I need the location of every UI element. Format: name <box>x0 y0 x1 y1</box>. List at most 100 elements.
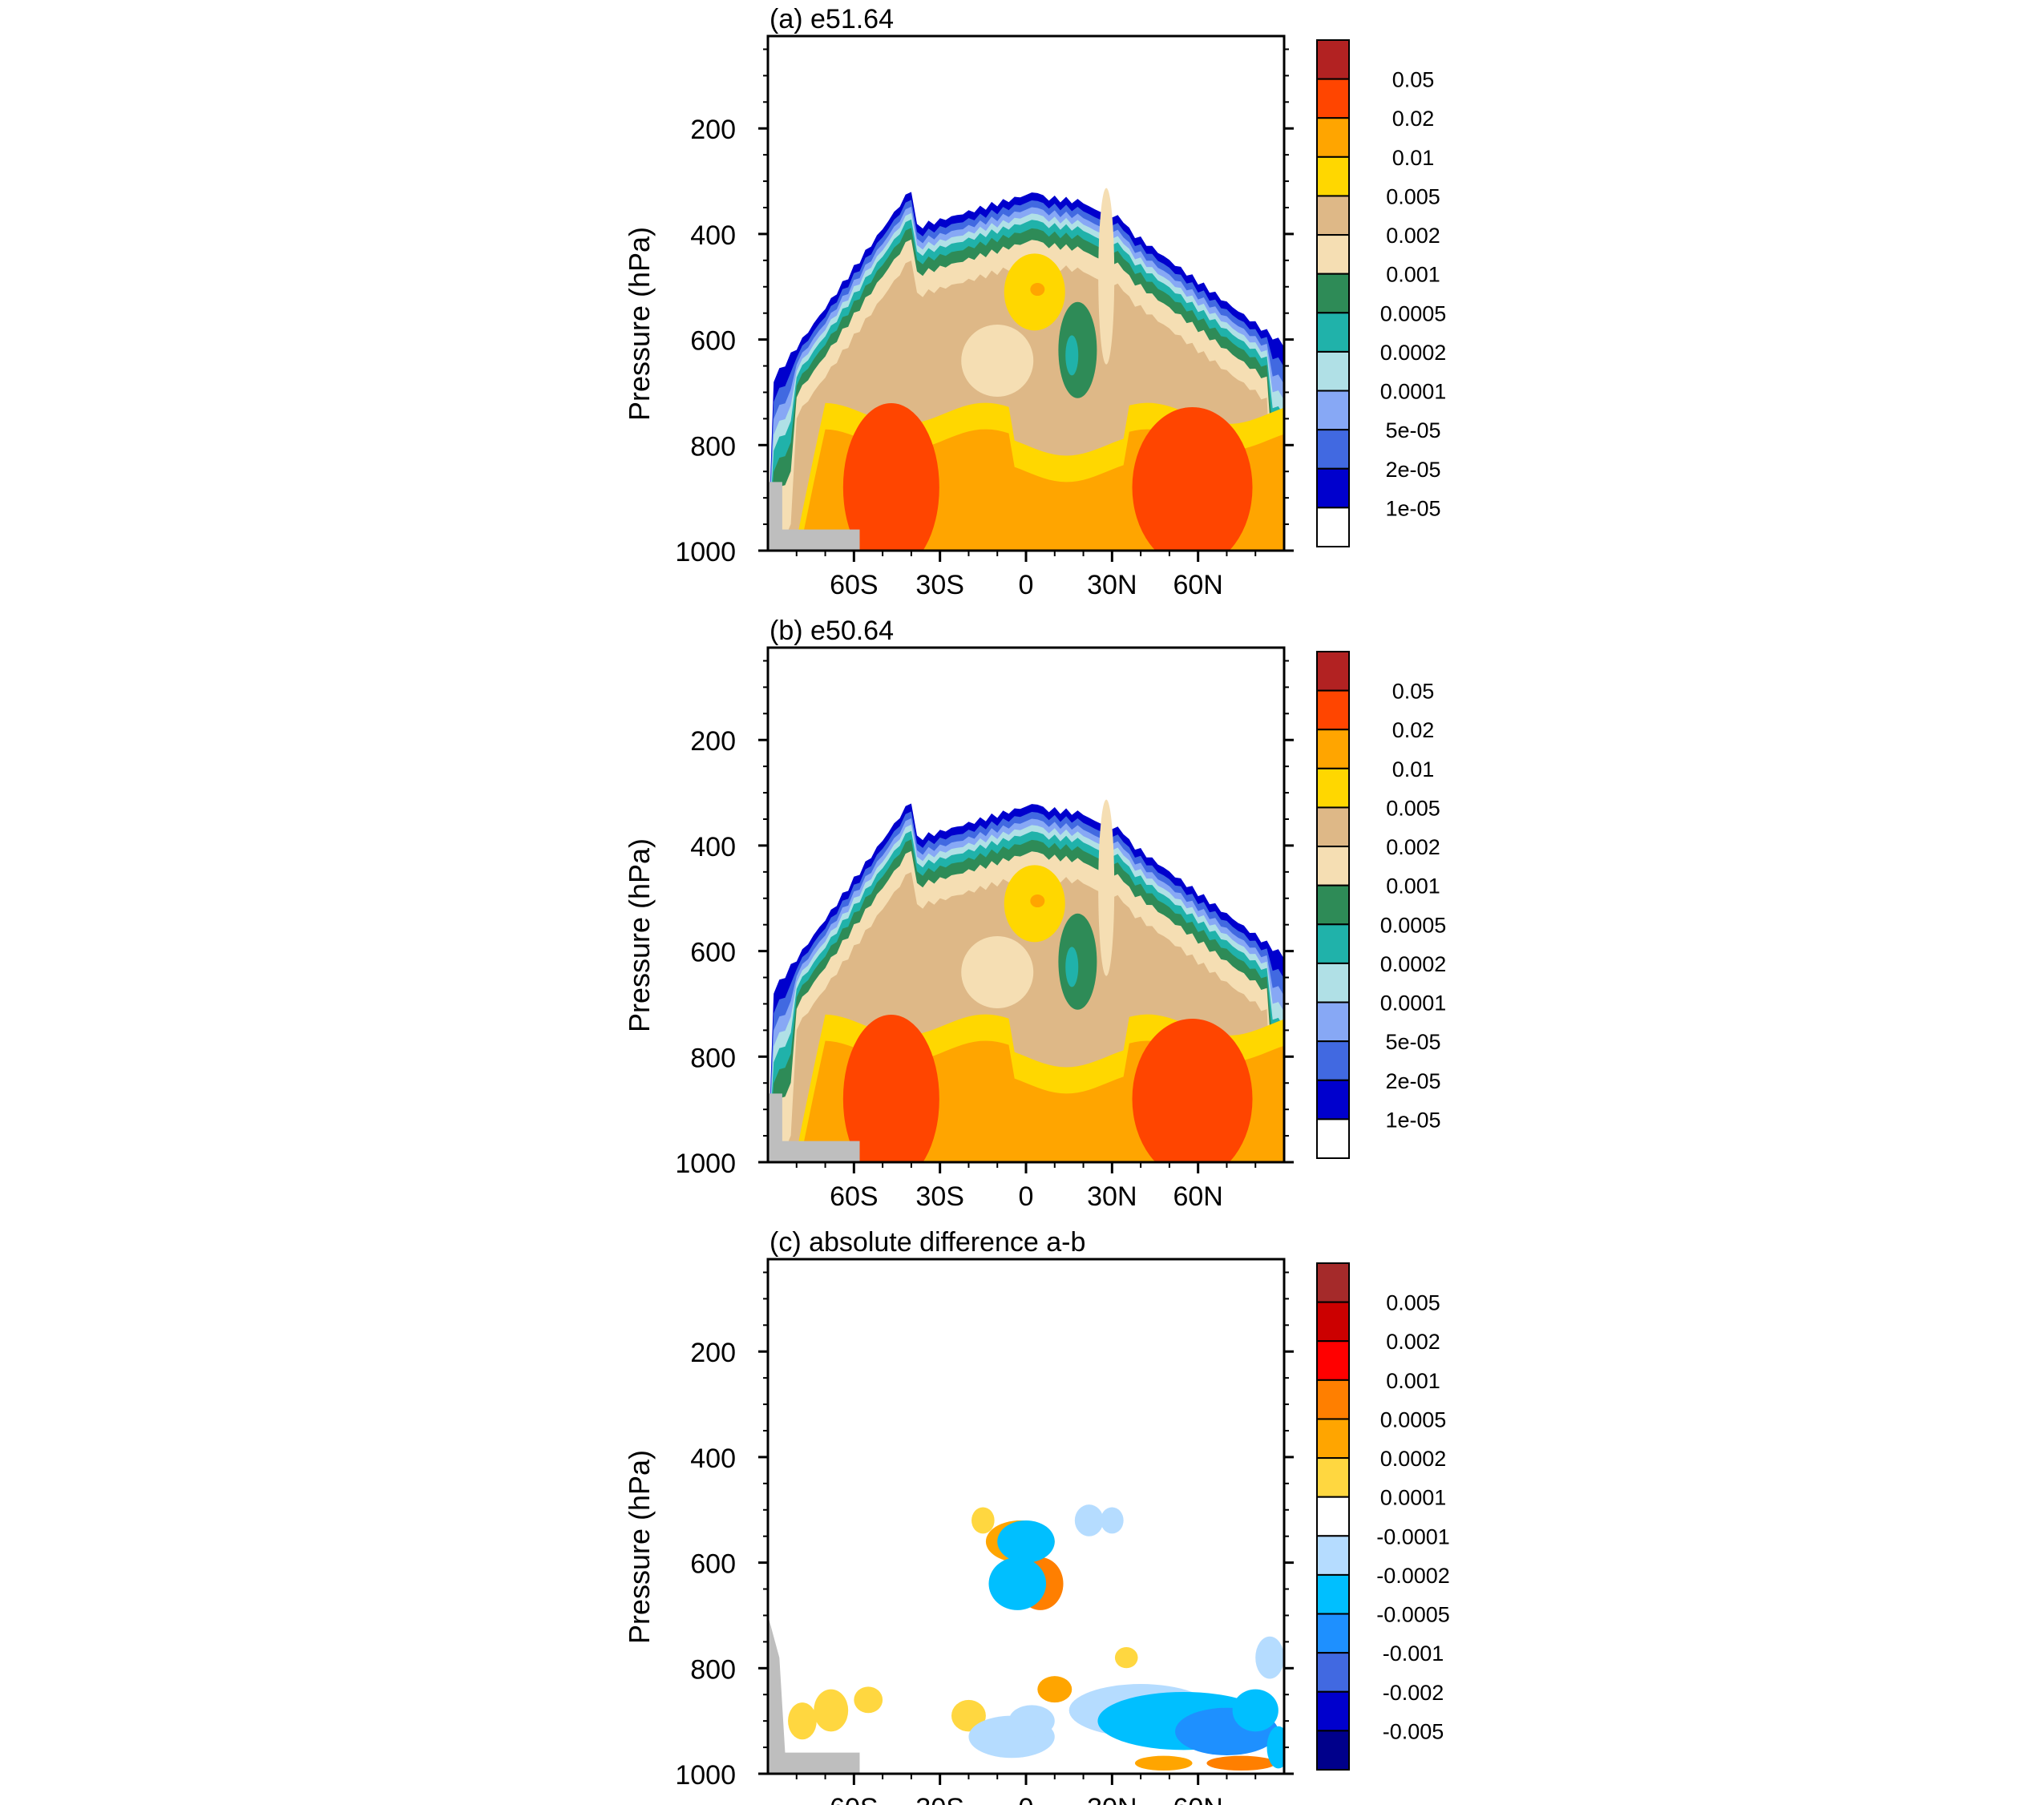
colorbar-label: 0.002 <box>1386 1330 1440 1354</box>
colorbar-swatch <box>1316 806 1350 848</box>
colorbar-label: 0.05 <box>1392 68 1435 92</box>
colorbar-label: 0.0002 <box>1380 952 1447 976</box>
diff-blob-14 <box>1037 1676 1072 1703</box>
diff-blob-4 <box>972 1507 995 1534</box>
colorbar-swatch <box>1316 923 1350 964</box>
y-axis-label: Pressure (hPa) <box>623 227 656 421</box>
diff-blob-6 <box>1101 1507 1124 1534</box>
y-tick-label: 600 <box>690 938 736 968</box>
contour-updraft-column <box>1098 799 1115 976</box>
diff-blob-22 <box>1255 1636 1284 1679</box>
x-tick-label: 30S <box>915 1793 964 1805</box>
contour-teal-center <box>1065 335 1079 376</box>
colorbar-label: -0.0002 <box>1376 1564 1450 1588</box>
diff-blob-19 <box>1134 1755 1193 1771</box>
diff-blob-20 <box>1206 1755 1276 1771</box>
contour-light-patch <box>961 935 1034 1008</box>
colorbar-label: 0.0001 <box>1380 380 1447 404</box>
diff-blob-18 <box>1232 1689 1279 1732</box>
panel-a: 200 400 600 800 1000 60S 30S 0 30N 60N Pressure (h… <box>623 4 1446 600</box>
topography-mask <box>768 482 860 551</box>
colorbar-label: 1e-05 <box>1385 496 1440 520</box>
y-axis-label: Pressure (hPa) <box>623 838 656 1032</box>
colorbar-label: 5e-05 <box>1385 418 1440 442</box>
colorbar-swatch <box>1316 729 1350 769</box>
contour-orange-center <box>1030 894 1045 908</box>
colorbar-label: -0.002 <box>1383 1681 1444 1705</box>
colorbar-label: 0.0001 <box>1380 1486 1447 1510</box>
x-tick-label: 60N <box>1173 570 1222 600</box>
plot-area-c <box>768 1259 1284 1774</box>
x-tick-label: 60S <box>830 1181 879 1212</box>
diff-blob-8 <box>788 1702 817 1740</box>
colorbar-label: 0.02 <box>1392 107 1435 131</box>
x-tick-label: 30N <box>1087 1181 1137 1212</box>
colorbar-label: 2e-05 <box>1385 1069 1440 1093</box>
y-tick-label: 200 <box>690 1338 736 1368</box>
y-tick-label: 600 <box>690 1549 736 1580</box>
x-tick-label: 30N <box>1087 1793 1137 1805</box>
colorbar-swatch <box>1316 350 1350 392</box>
colorbar-swatch <box>1316 689 1350 731</box>
colorbar-swatch <box>1316 195 1350 236</box>
colorbar-swatch <box>1316 1301 1350 1343</box>
colorbar-swatch <box>1316 1262 1350 1303</box>
colorbar: 0.005 0.002 0.001 0.0005 0.0002 0.0001 -0.0001… <box>1316 1262 1450 1771</box>
panel-b: 200 400 600 800 1000 60S 30S 0 30N 60N Pressure (h… <box>623 616 1446 1212</box>
y-tick-label: 200 <box>690 115 736 145</box>
topography-mask <box>768 1093 860 1162</box>
x-tick-label: 0 <box>1019 1793 1034 1805</box>
colorbar-swatch <box>1316 1730 1350 1771</box>
topography-mask <box>768 1615 860 1774</box>
contour-max-south <box>842 403 939 551</box>
x-tick-label: 60S <box>830 570 879 600</box>
x-tick-label: 60N <box>1173 1793 1222 1805</box>
colorbar-label: 0.002 <box>1386 224 1440 248</box>
colorbar-swatch <box>1316 846 1350 886</box>
colorbar-swatch <box>1316 1573 1350 1615</box>
contour-updraft-column <box>1098 188 1115 365</box>
y-axis-label: Pressure (hPa) <box>623 1450 656 1644</box>
colorbar-swatch <box>1316 273 1350 314</box>
contour-max-south <box>842 1015 939 1162</box>
colorbar-swatch <box>1316 1535 1350 1576</box>
diff-blob-9 <box>814 1689 849 1732</box>
y-tick-label: 400 <box>690 832 736 862</box>
y-tick-label: 1000 <box>675 1149 736 1179</box>
colorbar-swatch <box>1316 1652 1350 1693</box>
colorbar-label: -0.0005 <box>1376 1603 1450 1627</box>
y-tick-label: 400 <box>690 220 736 251</box>
y-tick-label: 1000 <box>675 537 736 567</box>
colorbar-label: 0.01 <box>1392 757 1435 781</box>
colorbar-label: 0.001 <box>1386 874 1440 898</box>
contour-max-north <box>1132 407 1253 551</box>
colorbar-swatch <box>1316 1040 1350 1081</box>
colorbar-swatch <box>1316 507 1350 548</box>
colorbar-label: -0.0001 <box>1376 1524 1450 1549</box>
colorbar-swatch <box>1316 1079 1350 1121</box>
colorbar-label: 0.02 <box>1392 718 1435 742</box>
plot-area-b <box>768 648 1284 1162</box>
y-tick-label: 800 <box>690 1043 736 1073</box>
diff-blob-3 <box>988 1557 1047 1610</box>
colorbar-label: -0.001 <box>1383 1641 1444 1666</box>
colorbar-swatch <box>1316 390 1350 431</box>
contour-max-north <box>1132 1019 1253 1162</box>
panel-title: (a) e51.64 <box>770 4 894 34</box>
colorbar-swatch <box>1316 312 1350 353</box>
x-tick-label: 60N <box>1173 1181 1222 1212</box>
colorbar-swatch <box>1316 429 1350 470</box>
y-tick-label: 400 <box>690 1444 736 1474</box>
diff-blob-10 <box>854 1686 883 1714</box>
x-tick-label: 60S <box>830 1793 879 1805</box>
colorbar-swatch <box>1316 651 1350 692</box>
colorbar-label: 0.01 <box>1392 146 1435 170</box>
x-tick-label: 0 <box>1019 1181 1034 1212</box>
panel-title: (b) e50.64 <box>770 616 894 646</box>
colorbar-swatch <box>1316 884 1350 926</box>
contour-teal-center <box>1065 947 1079 987</box>
colorbar-swatch <box>1316 1457 1350 1498</box>
colorbar-swatch <box>1316 1379 1350 1420</box>
colorbar-swatch <box>1316 117 1350 158</box>
